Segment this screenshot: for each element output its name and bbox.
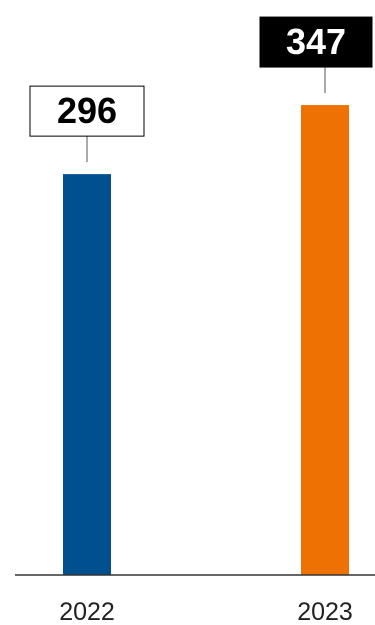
x-tick-label-2023: 2023 — [297, 598, 353, 625]
value-label-2023: 347 — [286, 21, 346, 62]
value-labels-group: 296 347 — [29, 16, 373, 163]
value-label-box-2023 — [259, 16, 373, 68]
bars-group — [63, 105, 349, 576]
value-label-box-2022 — [29, 85, 145, 137]
x-tick-labels-group: 2022 2023 — [59, 598, 353, 625]
x-tick-label-2022: 2022 — [59, 598, 115, 625]
value-label-2022: 296 — [57, 90, 117, 131]
bar-2022 — [63, 174, 111, 576]
bar-2023 — [301, 105, 349, 575]
